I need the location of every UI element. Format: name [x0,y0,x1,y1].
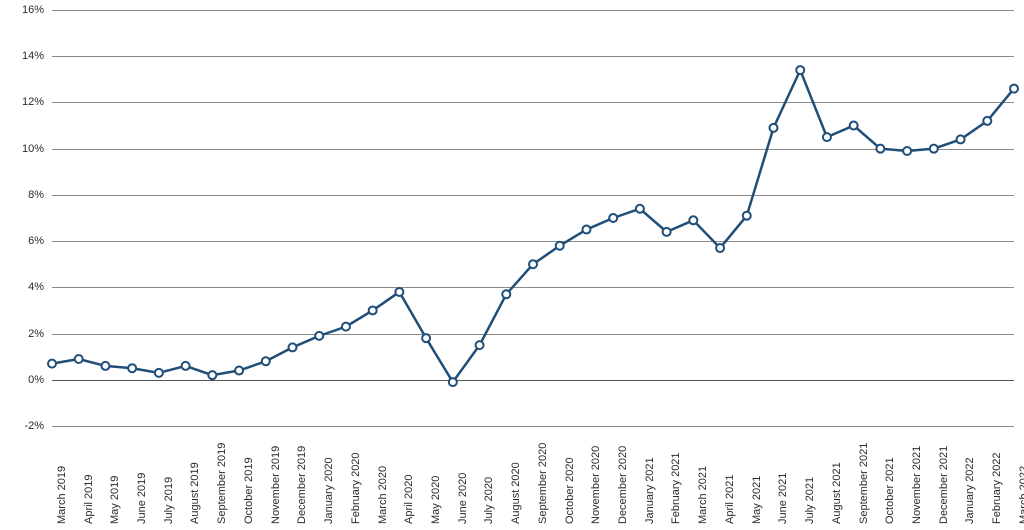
x-axis-label: April 2021 [724,474,736,524]
x-axis-label: May 2021 [751,476,763,524]
data-point [289,343,297,351]
series-line [52,70,1014,382]
data-point [342,323,350,331]
x-axis-label: October 2021 [884,457,896,524]
data-point [476,341,484,349]
data-point [582,226,590,234]
data-point [636,205,644,213]
data-point [395,288,403,296]
data-point [502,290,510,298]
x-axis-label: November 2019 [270,446,282,524]
x-axis-label: November 2021 [911,446,923,524]
data-point [663,228,671,236]
x-axis-label: December 2021 [938,446,950,524]
data-point [128,364,136,372]
line-chart: -2%0%2%4%6%8%10%12%14%16%March 2019April… [0,0,1024,530]
x-axis-label: December 2020 [617,446,629,524]
data-point [609,214,617,222]
data-point [75,355,83,363]
data-point [823,133,831,141]
x-axis-label: March 2022 [1018,466,1024,524]
data-point [876,145,884,153]
data-point [556,242,564,250]
data-point [208,371,216,379]
x-axis-label: April 2019 [83,474,95,524]
x-axis-label: September 2019 [216,443,228,524]
x-axis-label: October 2020 [564,457,576,524]
x-axis-label: June 2019 [136,473,148,524]
data-point [422,334,430,342]
x-axis-label: January 2020 [323,457,335,524]
x-axis-label: February 2022 [991,452,1003,524]
x-axis-label: April 2020 [403,474,415,524]
data-point [983,117,991,125]
x-axis-label: June 2020 [457,473,469,524]
data-point [930,145,938,153]
x-axis-label: May 2020 [430,476,442,524]
data-point [689,216,697,224]
data-point [850,122,858,130]
x-axis-label: August 2020 [510,462,522,524]
data-point [743,212,751,220]
x-axis-label: March 2021 [697,466,709,524]
x-axis-label: March 2020 [377,466,389,524]
data-point [449,378,457,386]
data-point [369,306,377,314]
x-axis-label: July 2019 [163,477,175,524]
x-axis-label: July 2021 [804,477,816,524]
data-point [182,362,190,370]
x-axis-label: September 2020 [537,443,549,524]
data-point [903,147,911,155]
x-axis-label: February 2020 [350,452,362,524]
x-axis-label: December 2019 [296,446,308,524]
x-axis-label: September 2021 [858,443,870,524]
x-axis-label: November 2020 [590,446,602,524]
x-axis-label: January 2021 [644,457,656,524]
data-point [101,362,109,370]
data-point [315,332,323,340]
x-axis-label: May 2019 [109,476,121,524]
x-axis-label: August 2019 [189,462,201,524]
x-axis-label: July 2020 [483,477,495,524]
data-point [262,357,270,365]
x-axis-label: August 2021 [831,462,843,524]
data-point [529,260,537,268]
plot-svg [0,0,1024,530]
x-axis-label: January 2022 [964,457,976,524]
x-axis-label: June 2021 [777,473,789,524]
data-point [957,135,965,143]
data-point [48,360,56,368]
data-point [716,244,724,252]
data-point [770,124,778,132]
data-point [155,369,163,377]
data-point [796,66,804,74]
data-point [235,367,243,375]
data-point [1010,85,1018,93]
x-axis-label: March 2019 [56,466,68,524]
x-axis-label: October 2019 [243,457,255,524]
x-axis-label: February 2021 [670,452,682,524]
